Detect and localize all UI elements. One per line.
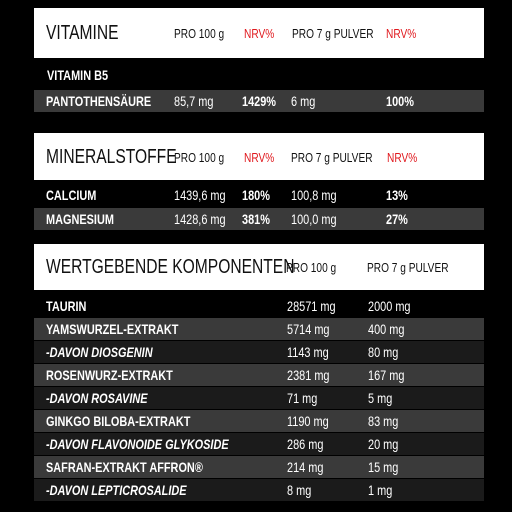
table-row: -DAVON DIOSGENIN 1143 mg 80 mg [34, 341, 484, 363]
component-name: -DAVON LEPTICROSALIDE [46, 482, 187, 498]
mineralstoffe-col-pro100: PRO 100 g [174, 150, 225, 165]
nrv-pro100: 381% [242, 211, 270, 227]
value-pro7: 100,0 mg [291, 211, 337, 227]
nutrient-name: PANTOTHENSÄURE [46, 93, 152, 109]
table-row: ROSENWURZ-EXTRAKT 2381 mg 167 mg [34, 364, 484, 386]
value-pro100: 1190 mg [287, 413, 329, 429]
vitamine-title: VITAMINE [46, 22, 119, 44]
value-pro100: 2381 mg [287, 367, 330, 383]
value-pro7: 2000 mg [368, 298, 411, 314]
mineralstoffe-col-nrv100: NRV% [244, 150, 275, 165]
table-row: -DAVON LEPTICROSALIDE 8 mg 1 mg [34, 479, 484, 501]
nrv-pro100: 180% [242, 187, 270, 203]
vitamine-col-pro7: PRO 7 g PULVER [292, 26, 374, 41]
vitamine-subheading: VITAMIN B5 [47, 67, 109, 83]
value-pro7: 1 mg [368, 482, 393, 498]
value-pro100: 286 mg [287, 436, 324, 452]
component-name: -DAVON DIOSGENIN [46, 344, 153, 360]
table-row: GINKGO BILOBA-EXTRAKT 1190 mg 83 mg [34, 410, 484, 432]
value-pro7: 400 mg [368, 321, 405, 337]
mineralstoffe-col-nrv7: NRV% [387, 150, 418, 165]
value-pro100: 71 mg [287, 390, 318, 406]
value-pro100: 1439,6 mg [174, 187, 226, 203]
component-name: ROSENWURZ-EXTRAKT [46, 367, 173, 383]
value-pro100: 1428,6 mg [174, 211, 226, 227]
vitamine-header: VITAMINE PRO 100 g NRV% PRO 7 g PULVER N… [34, 8, 484, 58]
component-name: GINKGO BILOBA-EXTRAKT [46, 413, 191, 429]
value-pro7: 20 mg [368, 436, 399, 452]
table-row: TAURIN 28571 mg 2000 mg [34, 295, 484, 317]
table-row: CALCIUM 1439,6 mg 180% 100,8 mg 13% [34, 184, 484, 206]
value-pro7: 100,8 mg [291, 187, 337, 203]
value-pro100: 85,7 mg [174, 93, 214, 109]
nutrient-name: MAGNESIUM [46, 211, 114, 227]
nutrient-name: CALCIUM [46, 187, 97, 203]
component-name: -DAVON ROSAVINE [46, 390, 148, 406]
value-pro100: 8 mg [287, 482, 312, 498]
value-pro7: 80 mg [368, 344, 399, 360]
component-name: SAFRAN-EXTRAKT AFFRON® [46, 459, 203, 475]
value-pro100: 28571 mg [287, 298, 336, 314]
value-pro100: 1143 mg [287, 344, 329, 360]
value-pro7: 167 mg [368, 367, 405, 383]
value-pro7: 5 mg [368, 390, 393, 406]
component-name: YAMSWURZEL-EXTRAKT [46, 321, 179, 337]
component-name: TAURIN [46, 298, 87, 314]
nrv-pro7: 27% [386, 211, 408, 227]
nrv-pro7: 13% [386, 187, 408, 203]
vitamine-col-nrv100: NRV% [244, 26, 275, 41]
table-row: -DAVON FLAVONOIDE GLYKOSIDE 286 mg 20 mg [34, 433, 484, 455]
table-row: -DAVON ROSAVINE 71 mg 5 mg [34, 387, 484, 409]
value-pro7: 15 mg [368, 459, 399, 475]
vitamine-col-pro100: PRO 100 g [174, 26, 225, 41]
value-pro100: 5714 mg [287, 321, 330, 337]
nrv-pro7: 100% [386, 93, 414, 109]
table-row: MAGNESIUM 1428,6 mg 381% 100,0 mg 27% [34, 208, 484, 230]
value-pro100: 214 mg [287, 459, 324, 475]
nrv-pro100: 1429% [242, 93, 277, 109]
komponenten-col-pro7: PRO 7 g PULVER [367, 260, 449, 275]
komponenten-header: WERTGEBENDE KOMPONENTEN PRO 100 g PRO 7 … [34, 244, 484, 290]
mineralstoffe-col-pro7: PRO 7 g PULVER [291, 150, 373, 165]
table-row: PANTOTHENSÄURE 85,7 mg 1429% 6 mg 100% [34, 90, 484, 112]
vitamine-col-nrv7: NRV% [386, 26, 417, 41]
mineralstoffe-title: MINERALSTOFFE [46, 146, 177, 168]
komponenten-col-pro100: PRO 100 g [286, 260, 337, 275]
value-pro7: 6 mg [291, 93, 316, 109]
komponenten-title: WERTGEBENDE KOMPONENTEN [46, 256, 295, 278]
value-pro7: 83 mg [368, 413, 399, 429]
table-row: SAFRAN-EXTRAKT AFFRON® 214 mg 15 mg [34, 456, 484, 478]
table-row: YAMSWURZEL-EXTRAKT 5714 mg 400 mg [34, 318, 484, 340]
mineralstoffe-header: MINERALSTOFFE PRO 100 g NRV% PRO 7 g PUL… [34, 133, 484, 180]
component-name: -DAVON FLAVONOIDE GLYKOSIDE [46, 436, 229, 452]
